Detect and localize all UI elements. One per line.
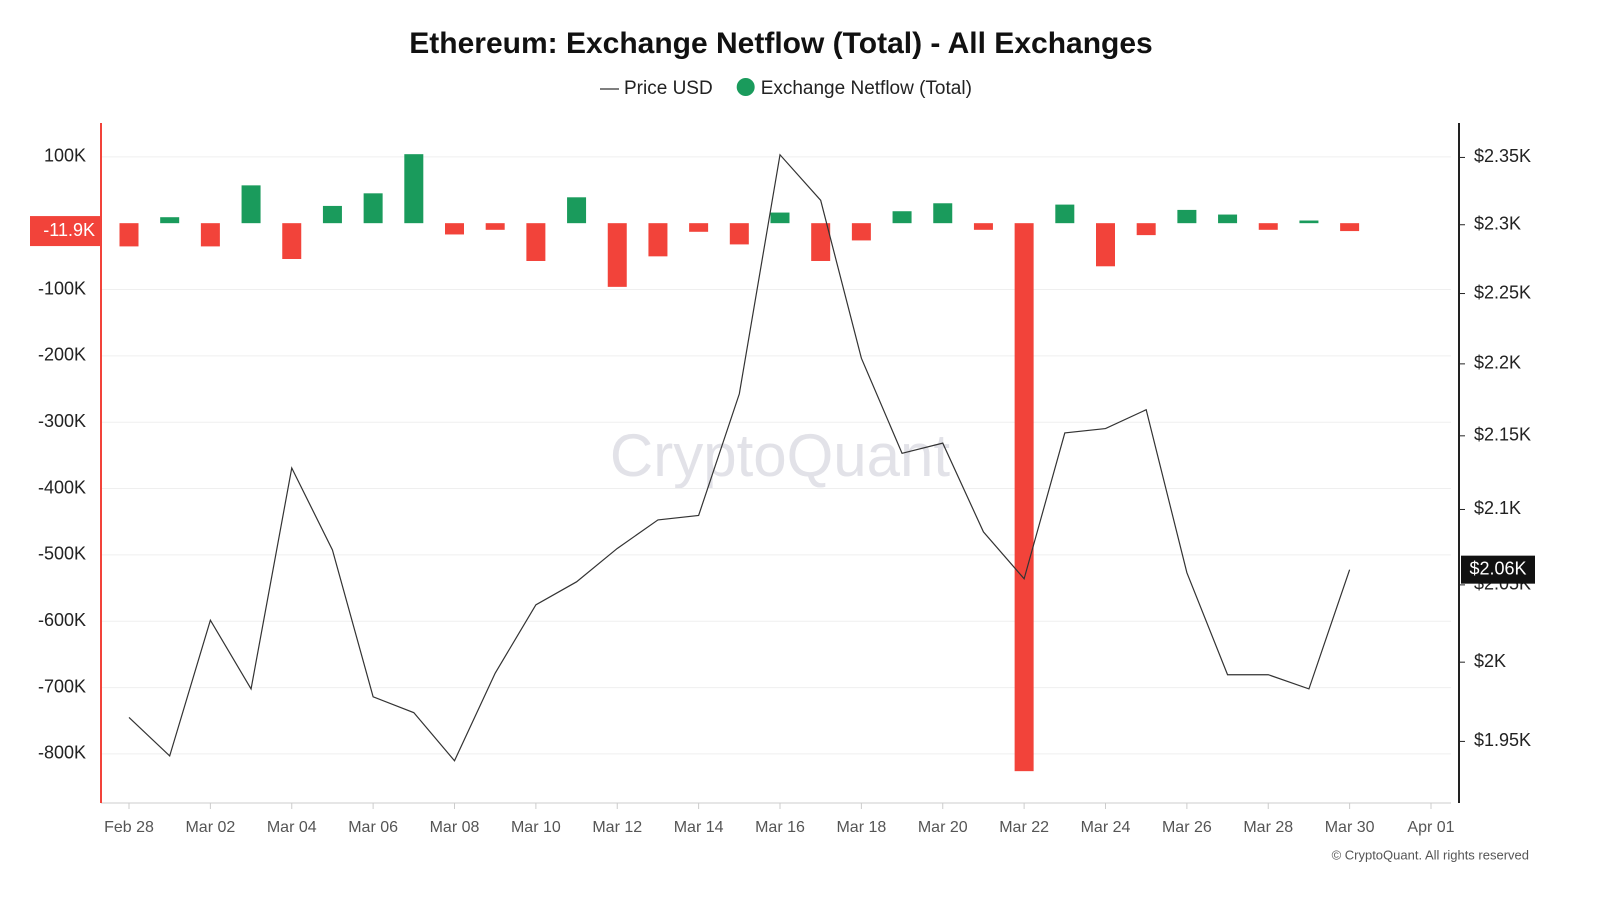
- bar: [404, 154, 424, 224]
- bar: [648, 223, 668, 257]
- bar: [485, 223, 505, 230]
- y2-tick-label: $2.15K: [1474, 425, 1531, 445]
- bar: [526, 223, 546, 261]
- y-tick-label: -400K: [38, 477, 86, 497]
- bar: [770, 212, 790, 224]
- bar: [933, 203, 953, 224]
- watermark: CryptoQuant: [610, 422, 950, 489]
- bar: [567, 197, 587, 224]
- bar: [1177, 209, 1197, 224]
- x-tick-label: Mar 18: [836, 819, 886, 836]
- bar: [1218, 214, 1238, 224]
- bar: [729, 223, 749, 245]
- x-tick-label: Mar 30: [1325, 819, 1375, 836]
- bar: [892, 211, 912, 224]
- price-badge: [1461, 555, 1535, 584]
- bar: [607, 223, 627, 287]
- bar: [200, 223, 220, 247]
- y2-tick-label: $2.1K: [1474, 498, 1521, 518]
- bar: [1014, 223, 1034, 772]
- x-tick-label: Mar 14: [674, 819, 724, 836]
- x-tick-label: Mar 26: [1162, 819, 1212, 836]
- legend-label: Price USD: [624, 78, 713, 99]
- netflow-badge: [30, 216, 100, 247]
- x-tick-label: Mar 20: [918, 819, 968, 836]
- bar: [1055, 204, 1075, 224]
- y2-tick-label: $2.2K: [1474, 353, 1521, 373]
- bar: [363, 193, 383, 224]
- legend-label: Exchange Netflow (Total): [761, 78, 972, 99]
- y-tick-label: -300K: [38, 411, 86, 431]
- netflow-badge-label: -11.9K: [43, 220, 95, 240]
- bar: [1340, 223, 1360, 232]
- y2-tick-label: $2K: [1474, 651, 1506, 671]
- bar: [1299, 220, 1319, 224]
- bar: [1096, 223, 1115, 267]
- y-tick-label: -200K: [38, 345, 86, 365]
- x-tick-label: Mar 12: [592, 819, 642, 836]
- copyright: © CryptoQuant. All rights reserved: [1332, 847, 1529, 862]
- y2-tick-label: $2.35K: [1474, 146, 1531, 166]
- x-tick-label: Apr 01: [1407, 819, 1454, 836]
- y-tick-label: -100K: [38, 278, 86, 298]
- bar: [811, 223, 831, 261]
- price-badge-label: $2.06K: [1469, 558, 1526, 578]
- x-tick-label: Mar 08: [430, 819, 480, 836]
- y-tick-label: -800K: [38, 743, 86, 763]
- bar: [119, 223, 139, 247]
- bar: [282, 223, 302, 259]
- bar: [445, 223, 464, 235]
- y2-tick-label: $2.3K: [1474, 213, 1521, 233]
- y-tick-label: -500K: [38, 544, 86, 564]
- x-tick-label: Mar 06: [348, 819, 398, 836]
- y2-tick-label: $2.25K: [1474, 282, 1531, 302]
- bar: [689, 223, 709, 232]
- bar: [1258, 223, 1278, 230]
- x-tick-label: Mar 22: [999, 819, 1049, 836]
- x-tick-label: Mar 04: [267, 819, 317, 836]
- price-line: [128, 153, 1351, 762]
- bar: [241, 185, 261, 224]
- x-tick-label: Mar 02: [185, 819, 235, 836]
- legend-dot: [736, 78, 755, 96]
- y-tick-label: 100K: [44, 146, 86, 166]
- bar: [322, 205, 342, 224]
- x-tick-label: Mar 28: [1243, 819, 1293, 836]
- x-tick-label: Mar 16: [755, 819, 805, 836]
- x-tick-label: Mar 24: [1081, 819, 1131, 836]
- bar: [1136, 223, 1156, 236]
- y2-tick-label: $1.95K: [1474, 730, 1531, 750]
- bar: [851, 223, 871, 241]
- bar: [160, 217, 180, 224]
- bar: [973, 223, 993, 230]
- y-tick-label: -700K: [38, 676, 86, 696]
- x-tick-label: Feb 28: [104, 819, 154, 836]
- x-tick-label: Mar 10: [511, 819, 561, 836]
- y-tick-label: -600K: [38, 610, 86, 630]
- chart-title: Ethereum: Exchange Netflow (Total) - All…: [409, 27, 1152, 60]
